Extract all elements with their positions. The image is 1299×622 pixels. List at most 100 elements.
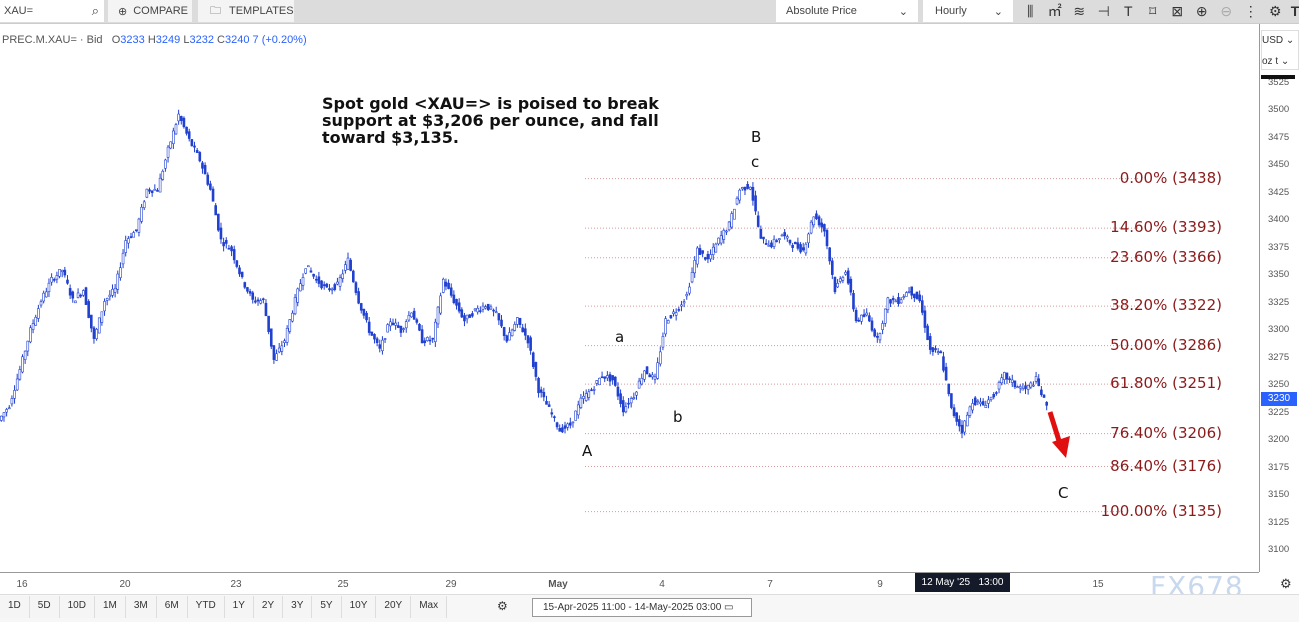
candle bbox=[500, 319, 503, 327]
chart-annotation: Spot gold <XAU=> is poised to break supp… bbox=[322, 94, 659, 147]
range-button-1d[interactable]: 1D bbox=[0, 596, 30, 618]
candle bbox=[926, 325, 929, 341]
candle bbox=[939, 351, 943, 354]
candle bbox=[621, 400, 625, 413]
candle bbox=[82, 290, 85, 296]
candle bbox=[518, 317, 522, 325]
zoom-out-icon[interactable]: ⊖ bbox=[1220, 3, 1233, 19]
candle bbox=[918, 294, 921, 302]
range-button-6m[interactable]: 6M bbox=[156, 596, 188, 618]
candle bbox=[71, 291, 75, 299]
rectangle-icon[interactable]: ⌑ bbox=[1149, 3, 1157, 19]
range-button-20y[interactable]: 20Y bbox=[376, 596, 412, 618]
more-icon[interactable]: ⋮ bbox=[1243, 3, 1258, 19]
candle bbox=[95, 329, 98, 340]
range-button-2y[interactable]: 2Y bbox=[253, 596, 284, 618]
time-tick: 7 bbox=[767, 579, 773, 590]
symbol-input[interactable]: XAU= bbox=[4, 5, 34, 17]
candle bbox=[296, 288, 300, 303]
candle bbox=[995, 392, 998, 394]
candle bbox=[852, 293, 855, 310]
candle bbox=[553, 416, 556, 418]
high-label: H bbox=[147, 34, 156, 46]
candle bbox=[447, 282, 450, 289]
range-settings-icon[interactable]: ⚙ bbox=[497, 599, 508, 613]
candle bbox=[748, 186, 752, 190]
line-tool-icon[interactable]: ⊣ bbox=[1097, 3, 1110, 19]
range-button-ytd[interactable]: YTD bbox=[187, 596, 225, 618]
price-mode-value: Absolute Price bbox=[786, 5, 857, 17]
price-axis[interactable]: 3525 3500 3475 3450 3425 3400 3375 3350 3325 3300… bbox=[1259, 24, 1299, 572]
candle bbox=[90, 314, 93, 329]
candle bbox=[584, 393, 588, 401]
candle bbox=[989, 396, 993, 400]
unit-select[interactable]: oz t ⌄ bbox=[1262, 56, 1290, 67]
unit-value: oz t bbox=[1262, 56, 1279, 67]
range-button-3y[interactable]: 3Y bbox=[283, 596, 313, 618]
range-button-1m[interactable]: 1M bbox=[94, 596, 126, 618]
candle bbox=[370, 331, 374, 336]
candle bbox=[484, 306, 487, 309]
range-button-3m[interactable]: 3M bbox=[125, 596, 157, 618]
candle bbox=[788, 239, 792, 244]
candle bbox=[84, 287, 88, 305]
indicators-icon[interactable]: ㎡ bbox=[1047, 3, 1062, 19]
candle bbox=[481, 305, 485, 310]
gear-icon[interactable]: ⚙ bbox=[1268, 3, 1282, 19]
waves-icon[interactable]: ≋ bbox=[1073, 3, 1086, 19]
candle bbox=[600, 376, 604, 379]
compare-button[interactable]: ⊕ COMPARE bbox=[108, 0, 192, 22]
candle bbox=[222, 242, 225, 247]
candle bbox=[108, 294, 112, 298]
price-chart[interactable] bbox=[0, 24, 1259, 572]
symbol-search[interactable]: XAU= ⌕ bbox=[0, 0, 104, 22]
candle bbox=[751, 186, 755, 201]
search-icon[interactable]: ⌕ bbox=[91, 3, 99, 18]
folder-icon: 🗀 bbox=[210, 4, 221, 17]
currency-select[interactable]: USD ⌄ bbox=[1262, 35, 1295, 46]
date-range-picker[interactable]: 15-Apr-2025 11:00 - 14-May-2025 03:00 ▭ bbox=[532, 598, 752, 617]
candle bbox=[309, 270, 313, 273]
templates-button[interactable]: 🗀 TEMPLATES bbox=[198, 0, 294, 22]
candle bbox=[132, 232, 135, 238]
zoom-in-icon[interactable]: ⊕ bbox=[1195, 3, 1208, 19]
candle bbox=[661, 336, 665, 348]
candles-icon[interactable]: ⫼ bbox=[1027, 3, 1034, 19]
chevron-down-icon: ⌄ bbox=[993, 5, 1003, 18]
candle bbox=[383, 338, 387, 340]
candle bbox=[31, 323, 35, 330]
price-tick: 3350 bbox=[1268, 269, 1290, 281]
candle bbox=[288, 319, 292, 332]
candle bbox=[177, 113, 180, 122]
price-tick: 3275 bbox=[1268, 351, 1290, 363]
range-button-10y[interactable]: 10Y bbox=[341, 596, 377, 618]
candle bbox=[891, 298, 895, 301]
candle bbox=[378, 344, 382, 349]
candle bbox=[418, 323, 421, 331]
candle bbox=[669, 315, 673, 319]
range-button-max[interactable]: Max bbox=[411, 596, 448, 618]
tradingview-logo-icon: TV bbox=[1290, 3, 1299, 19]
candle bbox=[801, 247, 805, 251]
range-button-1y[interactable]: 1Y bbox=[224, 596, 254, 618]
candle bbox=[230, 246, 233, 252]
text-icon[interactable]: T bbox=[1123, 3, 1133, 19]
candle bbox=[955, 412, 958, 422]
time-axis[interactable]: 16 20 23 25 29 May 4 7 9 15 bbox=[0, 572, 1259, 594]
range-buttons: 1D 5D 10D 1M 3M 6M YTD 1Y 2Y 3Y 5Y 10Y 20Y Max bbox=[0, 596, 448, 618]
candle bbox=[103, 301, 106, 312]
ohlc-legend: PREC.M.XAU= · Bid O3233 H3249 L3232 C324… bbox=[2, 34, 307, 46]
range-button-5d[interactable]: 5D bbox=[29, 596, 60, 618]
price-mode-select[interactable]: Absolute Price ⌄ bbox=[776, 0, 918, 22]
candle bbox=[164, 159, 167, 169]
range-button-10d[interactable]: 10D bbox=[59, 596, 95, 618]
range-button-5y[interactable]: 5Y bbox=[312, 596, 342, 618]
axis-settings-icon[interactable]: ⚙ bbox=[1280, 576, 1292, 591]
candle bbox=[664, 318, 667, 335]
candle bbox=[645, 366, 649, 375]
candle bbox=[793, 241, 797, 245]
interval-select[interactable]: Hourly ⌄ bbox=[923, 0, 1013, 22]
candle bbox=[269, 328, 273, 347]
candle bbox=[13, 390, 16, 399]
shape-icon[interactable]: ⊠ bbox=[1171, 3, 1184, 19]
